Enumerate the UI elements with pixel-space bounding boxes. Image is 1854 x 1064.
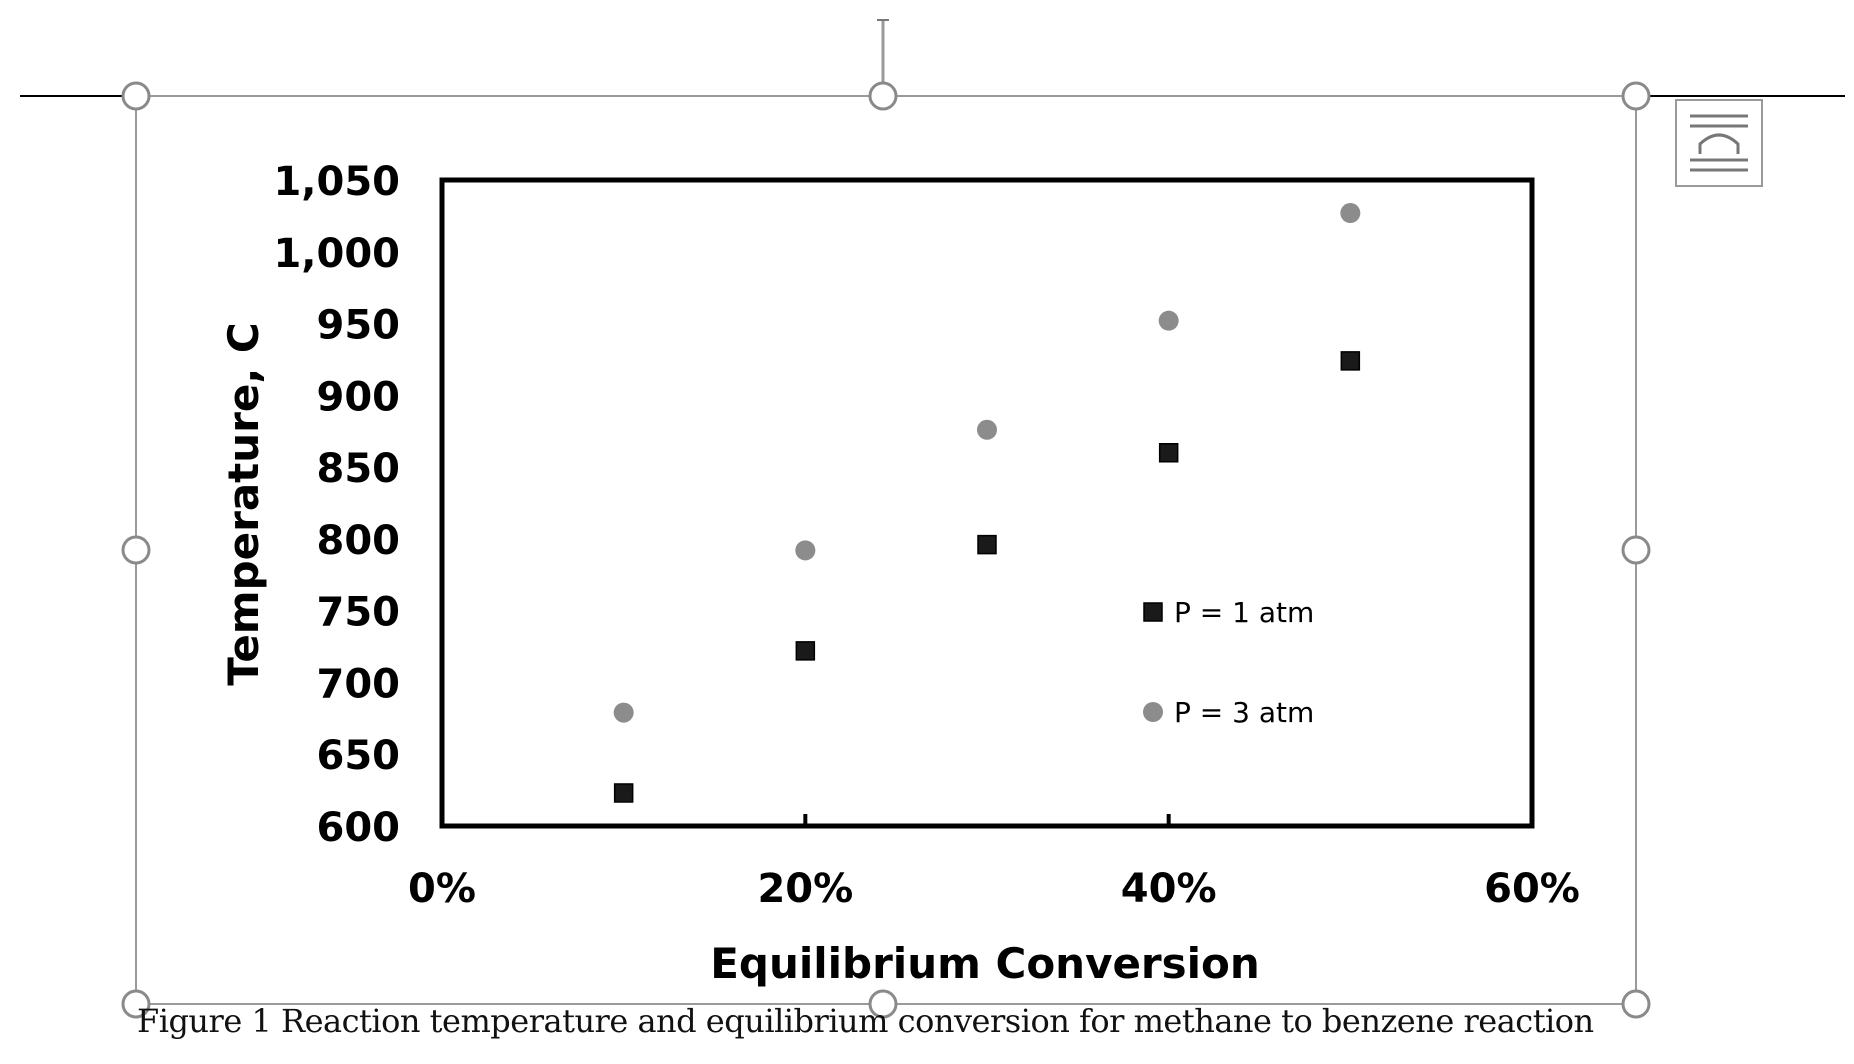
y-tick-label: 1,000	[273, 231, 400, 277]
x-tick-label: 40%	[1121, 866, 1217, 912]
point-series-1	[977, 534, 997, 555]
rotation-handle[interactable]	[868, 81, 898, 111]
chart-legend: P = 1 atm P = 3 atm	[1143, 596, 1314, 729]
resize-handle-middle-right[interactable]	[1621, 535, 1651, 565]
x-tick-label: 60%	[1484, 866, 1580, 912]
point-series-1	[613, 783, 634, 803]
figure-caption: Figure 1 Reaction temperature and equili…	[137, 1002, 1594, 1040]
point-series-2	[613, 702, 634, 723]
point-series-2	[977, 419, 997, 440]
point-series-1	[1158, 443, 1179, 463]
point-series-1	[795, 641, 816, 661]
resize-handle-top-right[interactable]	[1621, 81, 1651, 111]
y-axis-title: Temperature, C	[219, 322, 268, 686]
legend-label: P = 3 atm	[1174, 696, 1314, 729]
y-tick-label: 850	[317, 446, 401, 492]
y-tick-label: 700	[317, 661, 401, 707]
x-tick-label: 0%	[408, 866, 476, 912]
point-series-2	[795, 540, 816, 561]
y-tick-label: 800	[317, 518, 401, 564]
x-axis-ticks: 0% 20% 40% 60%	[408, 814, 1580, 912]
y-tick-label: 1,050	[273, 159, 400, 205]
plot-frame	[439, 177, 1535, 829]
legend-label: P = 1 atm	[1174, 596, 1314, 629]
legend-marker-square	[1143, 602, 1163, 622]
resize-handle-middle-left[interactable]	[121, 535, 151, 565]
y-tick-label: 950	[317, 303, 401, 349]
resize-handle-bottom-right[interactable]	[1621, 989, 1651, 1019]
y-tick-label: 600	[317, 805, 401, 851]
y-tick-label: 650	[317, 733, 401, 779]
point-series-2	[1340, 203, 1361, 224]
layout-options-button[interactable]	[1675, 99, 1763, 187]
y-tick-label: 750	[317, 590, 401, 636]
point-series-2	[1158, 310, 1179, 331]
resize-handle-bottom-middle[interactable]	[868, 989, 898, 1019]
y-axis-ticks: 600 650 700 750 800 850 900 950 1,000 1,050	[273, 159, 400, 851]
point-series-1	[1340, 351, 1361, 371]
layout-options-icon	[1690, 114, 1748, 172]
resize-handle-bottom-left[interactable]	[121, 989, 151, 1019]
data-points	[613, 203, 1361, 803]
x-axis-title: Equilibrium Conversion	[710, 939, 1260, 988]
resize-handle-top-left[interactable]	[121, 81, 151, 111]
y-tick-label: 900	[317, 374, 401, 420]
x-tick-label: 20%	[757, 866, 853, 912]
legend-marker-circle	[1143, 702, 1163, 722]
scatter-chart[interactable]: 600 650 700 750 800 850 900 950 1,000 1,050 0% 20%…	[219, 159, 1580, 988]
selection-handles	[121, 81, 1651, 1019]
